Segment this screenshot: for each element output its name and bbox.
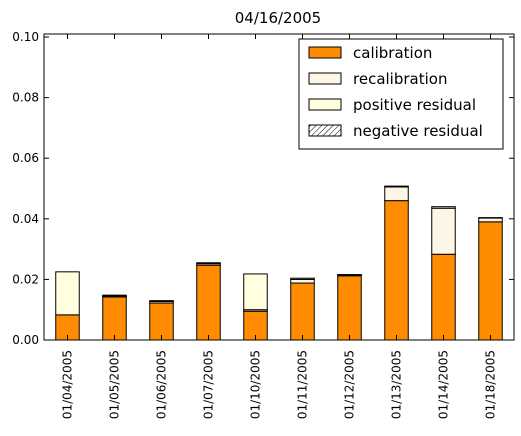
bar-segment-positive-residual bbox=[478, 217, 503, 219]
bars-group bbox=[55, 185, 503, 341]
legend-label: negative residual bbox=[353, 122, 483, 140]
bar-segment-positive-residual bbox=[196, 262, 221, 265]
bar-segment-recalibration bbox=[290, 278, 315, 284]
x-tick-label: 01/18/2005 bbox=[484, 350, 498, 419]
chart-title: 04/16/2005 bbox=[235, 9, 321, 27]
y-tick-label: 0.00 bbox=[12, 333, 39, 347]
legend-swatch bbox=[308, 46, 342, 59]
y-tick-label: 0.06 bbox=[12, 151, 39, 165]
bar-segment-calibration bbox=[384, 200, 409, 341]
legend-swatch bbox=[308, 98, 342, 111]
x-tick-label: 01/12/2005 bbox=[343, 350, 357, 419]
bar-segment-positive-residual bbox=[337, 274, 362, 276]
bar-segment-positive-residual bbox=[431, 206, 456, 209]
x-tick-label: 01/10/2005 bbox=[249, 350, 263, 419]
plot-frame bbox=[43, 33, 515, 341]
bar-segment-calibration bbox=[149, 302, 174, 341]
bar-segment-recalibration bbox=[384, 186, 409, 202]
bar-segment-calibration bbox=[290, 282, 315, 341]
y-tick-label: 0.08 bbox=[12, 91, 39, 105]
x-tick-label: 01/13/2005 bbox=[390, 350, 404, 419]
legend-swatch bbox=[308, 72, 342, 85]
x-tick-label: 01/11/2005 bbox=[296, 350, 310, 419]
x-tick-label: 01/06/2005 bbox=[155, 350, 169, 419]
bar-segment-positive-residual bbox=[149, 300, 174, 303]
bar-segment-calibration bbox=[337, 275, 362, 341]
legend-label: recalibration bbox=[353, 70, 447, 88]
y-tick-label: 0.10 bbox=[12, 30, 39, 44]
y-tick-label: 0.02 bbox=[12, 272, 39, 286]
legend-label: positive residual bbox=[353, 96, 476, 114]
legend: calibration recalibration positive residua… bbox=[298, 38, 504, 150]
x-tick-label: 01/14/2005 bbox=[437, 350, 451, 419]
y-axis: 0.00 0.02 0.04 0.06 0.08 0.10 bbox=[12, 30, 514, 347]
y-tick-label: 0.04 bbox=[12, 212, 39, 226]
bar-segment-positive-residual bbox=[290, 277, 315, 280]
x-axis: 01/04/2005 01/05/2005 01/06/2005 01/07/2005… bbox=[61, 34, 498, 419]
bar-segment-positive-residual bbox=[384, 185, 409, 188]
bar-segment-positive-residual bbox=[243, 273, 268, 311]
bar-segment-calibration bbox=[431, 253, 456, 341]
bar-segment-recalibration bbox=[431, 207, 456, 255]
bar-segment-positive-residual bbox=[55, 271, 80, 316]
x-tick-label: 01/07/2005 bbox=[202, 350, 216, 419]
x-tick-label: 01/04/2005 bbox=[61, 350, 75, 419]
legend-label: calibration bbox=[353, 44, 432, 62]
bar-segment-calibration bbox=[102, 296, 127, 341]
bar-segment-calibration bbox=[196, 264, 221, 341]
bar-segment-positive-residual bbox=[102, 294, 127, 297]
legend-swatch bbox=[308, 124, 342, 137]
bar-segment-calibration bbox=[478, 221, 503, 341]
x-tick-label: 01/05/2005 bbox=[108, 350, 122, 419]
